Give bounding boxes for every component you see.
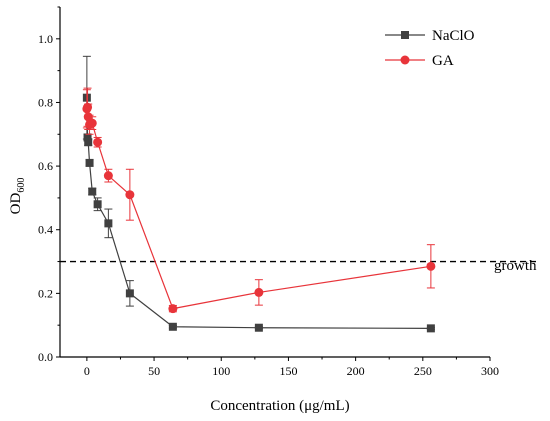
legend: NaClO GA: [385, 28, 475, 69]
plot-area: 0 50 100 150 200 250 300 0.0 0.2 0.4 0.6 0.8 1.0: [38, 6, 540, 378]
threshold-label: growth: [494, 258, 537, 274]
data-point-naclo-9: [254, 323, 263, 332]
x-axis-title: Concentration (μg/mL): [210, 398, 349, 414]
y-tick-label-1: 0.2: [38, 286, 53, 300]
data-point-naclo-7: [125, 289, 134, 298]
legend-marker-ga: [400, 55, 410, 65]
x-tick-label-6: 300: [481, 364, 499, 378]
y-tick-label-3: 0.6: [38, 159, 53, 173]
y-tick-label-5: 1.0: [38, 32, 53, 46]
y-tick-label-4: 0.8: [38, 95, 53, 109]
x-tick-label-0: 0: [84, 364, 90, 378]
y-axis-title: OD600: [8, 178, 27, 215]
legend-marker-naclo: [401, 31, 409, 39]
data-point-naclo-2: [84, 138, 93, 147]
data-point-naclo-8: [168, 322, 177, 331]
data-point-naclo-5: [93, 200, 102, 209]
data-point-ga-10: [426, 261, 436, 271]
data-point-ga-9: [254, 287, 264, 297]
data-point-ga-7: [125, 190, 135, 200]
y-axis-title-subscript: 600: [16, 178, 27, 193]
data-point-ga-6: [103, 171, 113, 181]
series-line-ga: [86, 106, 431, 310]
x-tick-label-2: 100: [212, 364, 230, 378]
data-point-naclo-1: [83, 133, 92, 142]
y-tick-label-2: 0.4: [38, 223, 53, 237]
x-tick-label-4: 200: [347, 364, 365, 378]
data-point-ga-5: [93, 137, 103, 147]
data-point-ga-8: [168, 304, 178, 314]
y-tick-label-0: 0.0: [38, 350, 53, 364]
x-tick-label-3: 150: [279, 364, 297, 378]
x-tick-label-1: 50: [148, 364, 160, 378]
data-point-naclo-10: [426, 324, 435, 333]
data-point-naclo-6: [104, 219, 113, 228]
data-point-ga-1: [83, 102, 93, 112]
legend-label-ga: GA: [432, 53, 454, 69]
legend-label-naclo: NaClO: [432, 28, 475, 44]
data-point-ga-4: [87, 118, 97, 128]
data-point-naclo-4: [88, 187, 97, 196]
y-axis-title-main: OD: [8, 193, 24, 215]
x-tick-label-5: 250: [414, 364, 432, 378]
data-point-naclo-3: [85, 158, 94, 167]
